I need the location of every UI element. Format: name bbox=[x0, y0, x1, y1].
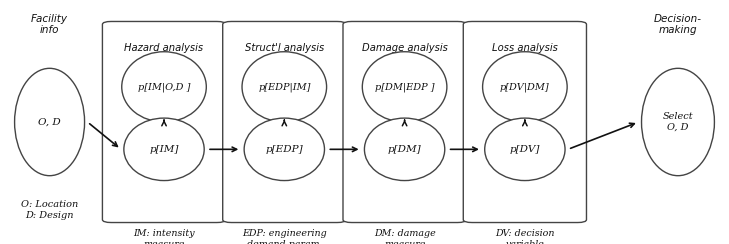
Ellipse shape bbox=[483, 52, 567, 122]
Ellipse shape bbox=[485, 118, 565, 181]
Text: Loss analysis: Loss analysis bbox=[492, 43, 558, 53]
FancyBboxPatch shape bbox=[464, 21, 586, 223]
Text: p[IM|O,D ]: p[IM|O,D ] bbox=[138, 82, 190, 92]
Text: Select
O, D: Select O, D bbox=[663, 112, 693, 132]
Ellipse shape bbox=[364, 118, 445, 181]
Text: Facility
info: Facility info bbox=[31, 14, 68, 35]
Text: DM: damage
measure: DM: damage measure bbox=[374, 229, 435, 244]
Ellipse shape bbox=[362, 52, 447, 122]
Text: O, D: O, D bbox=[38, 118, 61, 126]
Text: DV: decision
variable: DV: decision variable bbox=[495, 229, 555, 244]
Ellipse shape bbox=[244, 118, 324, 181]
FancyBboxPatch shape bbox=[222, 21, 346, 223]
Ellipse shape bbox=[242, 52, 327, 122]
Ellipse shape bbox=[124, 118, 204, 181]
Text: Struct'l analysis: Struct'l analysis bbox=[245, 43, 324, 53]
Text: IM: intensity
measure: IM: intensity measure bbox=[133, 229, 195, 244]
FancyBboxPatch shape bbox=[343, 21, 467, 223]
Text: Hazard analysis: Hazard analysis bbox=[125, 43, 203, 53]
FancyBboxPatch shape bbox=[102, 21, 225, 223]
Text: p[DV]: p[DV] bbox=[510, 145, 540, 154]
Ellipse shape bbox=[642, 68, 714, 176]
Text: p[EDP]: p[EDP] bbox=[265, 145, 303, 154]
Text: p[IM]: p[IM] bbox=[149, 145, 179, 154]
Text: Damage analysis: Damage analysis bbox=[362, 43, 448, 53]
Text: p[DM|EDP ]: p[DM|EDP ] bbox=[375, 82, 434, 92]
Text: p[DM]: p[DM] bbox=[388, 145, 421, 154]
Ellipse shape bbox=[15, 68, 85, 176]
Text: EDP: engineering
demand param.: EDP: engineering demand param. bbox=[242, 229, 327, 244]
Text: Decision-
making: Decision- making bbox=[654, 14, 702, 35]
Text: p[DV|DM]: p[DV|DM] bbox=[500, 82, 550, 92]
Text: p[EDP|IM]: p[EDP|IM] bbox=[258, 82, 311, 92]
Text: O: Location
D: Design: O: Location D: Design bbox=[21, 200, 78, 220]
Ellipse shape bbox=[122, 52, 206, 122]
